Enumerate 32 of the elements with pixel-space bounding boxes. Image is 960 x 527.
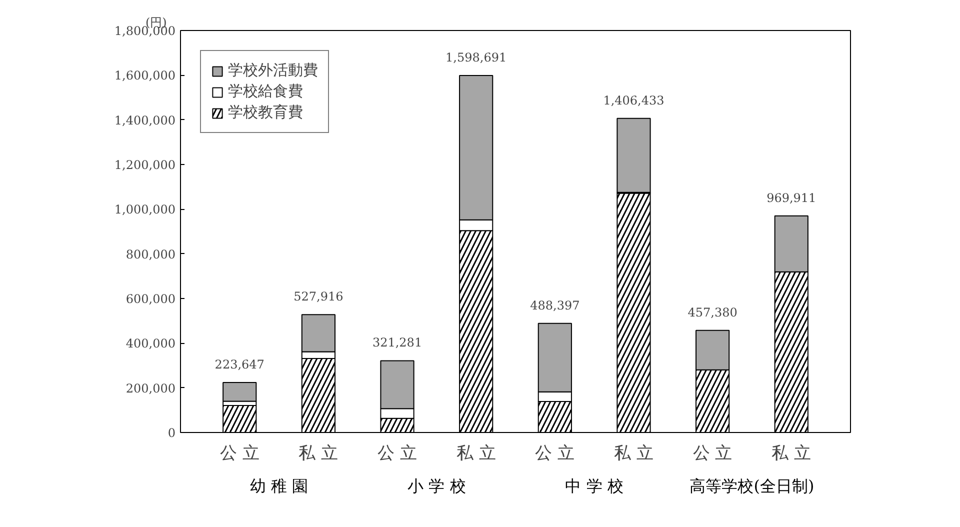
y-tick-label: 400,000 (126, 336, 176, 351)
x-tick-label: 私 立 (298, 444, 338, 464)
text: 小 学 校 (408, 476, 466, 496)
x-tick-label: 公 立 (535, 444, 575, 464)
legend-label: 学校教育費 (228, 103, 303, 122)
x-tick-label: 私 立 (456, 444, 496, 464)
total-label: 1,598,691 (446, 50, 507, 64)
y-tick-label: 200,000 (126, 381, 176, 396)
x-tick-label: 私 立 (772, 444, 812, 464)
y-tick-label: 1,400,000 (114, 113, 176, 128)
x-tick-label: 公 立 (692, 444, 732, 464)
x-tick-label: 私 立 (614, 444, 654, 464)
legend-label: 学校給食費 (228, 82, 303, 101)
text: 幼 稚 園 (250, 476, 308, 496)
y-tick-label: 1,600,000 (114, 68, 176, 83)
y-tick-label: 800,000 (126, 247, 176, 262)
x-tick-label: 公 立 (220, 444, 260, 464)
total-label: 457,380 (688, 305, 738, 320)
total-label: 969,911 (766, 190, 816, 205)
total-label: 321,281 (372, 336, 422, 350)
total-label: 488,397 (530, 298, 580, 312)
y-tick-label: 600,000 (126, 292, 176, 306)
y-tick-label: 1,000,000 (114, 202, 176, 217)
total-label: 223,647 (214, 358, 264, 372)
y-tick-label: 0 (168, 426, 176, 440)
x-tick-label: 公 立 (378, 444, 417, 464)
y-tick-label: 1,200,000 (114, 158, 176, 172)
total-label: 1,406,433 (603, 93, 664, 108)
total-label: 527,916 (294, 290, 344, 304)
legend-label: 学校外活動費 (228, 61, 318, 80)
text: 高等学校(全日制) (690, 476, 814, 496)
text: 中 学 校 (565, 476, 624, 496)
